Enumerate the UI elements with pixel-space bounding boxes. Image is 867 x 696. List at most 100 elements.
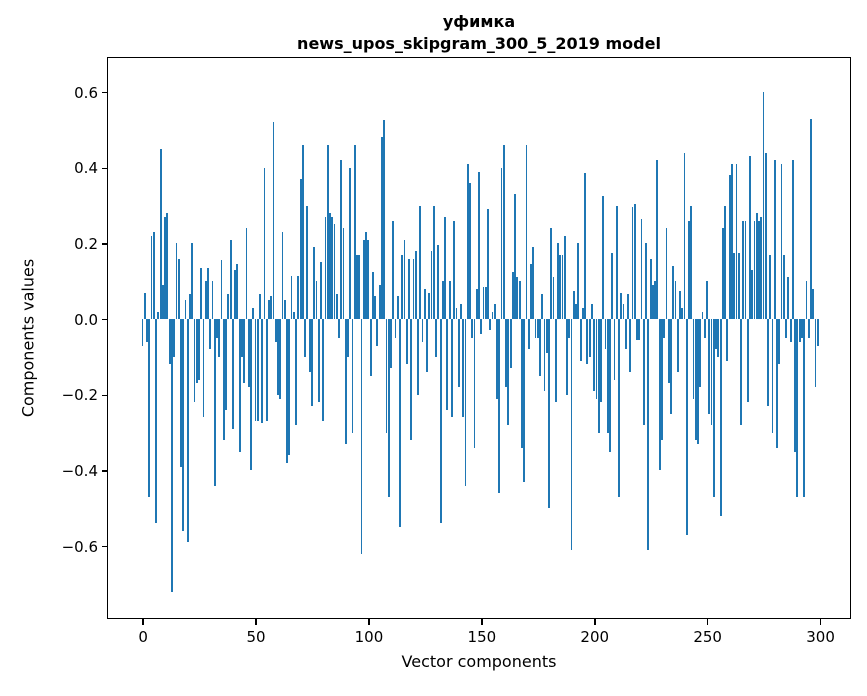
bar bbox=[401, 254, 404, 320]
bar bbox=[141, 319, 144, 346]
bar bbox=[791, 160, 794, 320]
bar bbox=[656, 160, 659, 320]
bar bbox=[437, 245, 440, 320]
bar bbox=[365, 232, 367, 320]
bar bbox=[279, 319, 282, 399]
bar bbox=[789, 319, 792, 342]
bar bbox=[464, 319, 467, 486]
x-tick-mark bbox=[819, 618, 822, 625]
x-tick-mark bbox=[255, 618, 257, 625]
bar bbox=[706, 281, 708, 320]
bar bbox=[207, 268, 209, 320]
bar bbox=[552, 277, 555, 320]
bar bbox=[349, 167, 352, 320]
bar bbox=[263, 167, 266, 320]
bar bbox=[414, 250, 417, 320]
bar bbox=[807, 319, 810, 338]
bar bbox=[604, 319, 607, 350]
bar bbox=[311, 319, 313, 407]
x-tick-mark bbox=[594, 618, 596, 625]
bar bbox=[749, 156, 751, 320]
bar bbox=[753, 220, 756, 320]
bar bbox=[220, 260, 223, 320]
bar bbox=[489, 319, 492, 331]
bar bbox=[798, 319, 801, 342]
bar bbox=[360, 319, 363, 554]
bar bbox=[209, 319, 212, 350]
bar bbox=[613, 319, 616, 380]
bar bbox=[392, 220, 395, 320]
bar bbox=[182, 319, 185, 531]
bar bbox=[771, 319, 774, 433]
bar bbox=[317, 319, 320, 403]
bar bbox=[631, 207, 634, 320]
bar bbox=[566, 319, 568, 395]
bar bbox=[609, 319, 611, 452]
bar bbox=[268, 300, 270, 320]
bar bbox=[500, 167, 503, 320]
bar bbox=[767, 319, 769, 407]
bar bbox=[719, 319, 722, 516]
bar bbox=[335, 294, 338, 320]
bar bbox=[674, 281, 677, 320]
bar bbox=[661, 319, 663, 441]
bar bbox=[272, 122, 275, 320]
bar bbox=[534, 319, 537, 338]
bar bbox=[543, 319, 546, 391]
bar bbox=[227, 294, 230, 320]
bar bbox=[645, 243, 647, 320]
bar bbox=[399, 319, 401, 528]
y-tick-mark bbox=[101, 167, 108, 170]
bar bbox=[403, 239, 406, 320]
bar bbox=[455, 307, 458, 320]
bar bbox=[256, 319, 259, 422]
y-tick-mark bbox=[101, 91, 108, 94]
bar bbox=[699, 319, 702, 388]
bar bbox=[532, 247, 535, 320]
bar bbox=[620, 292, 623, 320]
bar bbox=[234, 269, 237, 320]
bar bbox=[742, 220, 745, 320]
y-tick-label: 0.2 bbox=[74, 235, 98, 253]
bar bbox=[466, 163, 469, 320]
x-tick-label: 0 bbox=[138, 628, 148, 646]
bar bbox=[559, 254, 562, 320]
bar bbox=[491, 311, 494, 320]
bar bbox=[507, 319, 510, 426]
bar bbox=[342, 228, 345, 320]
bar bbox=[498, 319, 501, 494]
bar bbox=[229, 239, 232, 320]
bar bbox=[579, 319, 582, 361]
bar bbox=[322, 319, 325, 422]
bar bbox=[685, 319, 688, 535]
bar bbox=[810, 118, 812, 320]
bar bbox=[180, 319, 182, 467]
bar bbox=[164, 216, 167, 320]
bar bbox=[796, 319, 799, 497]
bar bbox=[159, 148, 162, 320]
bar bbox=[595, 319, 598, 399]
bar bbox=[688, 220, 690, 320]
bar bbox=[462, 319, 465, 418]
bar bbox=[247, 319, 250, 388]
bar bbox=[259, 294, 261, 320]
y-tick-label: −0.6 bbox=[61, 537, 98, 556]
bar bbox=[665, 228, 668, 320]
y-tick-label: 0.0 bbox=[74, 310, 98, 329]
bar bbox=[152, 232, 155, 320]
bar bbox=[344, 319, 347, 444]
bar bbox=[195, 319, 198, 384]
bar bbox=[245, 228, 248, 320]
bar bbox=[451, 319, 453, 418]
bar bbox=[430, 250, 433, 320]
bar bbox=[387, 319, 390, 497]
bar bbox=[697, 319, 699, 444]
bar bbox=[801, 319, 803, 338]
bar bbox=[385, 319, 388, 433]
bar bbox=[509, 319, 512, 369]
bar bbox=[381, 137, 383, 320]
bar bbox=[320, 262, 322, 320]
bar bbox=[286, 319, 288, 463]
bar bbox=[168, 319, 171, 365]
bar bbox=[213, 319, 216, 486]
